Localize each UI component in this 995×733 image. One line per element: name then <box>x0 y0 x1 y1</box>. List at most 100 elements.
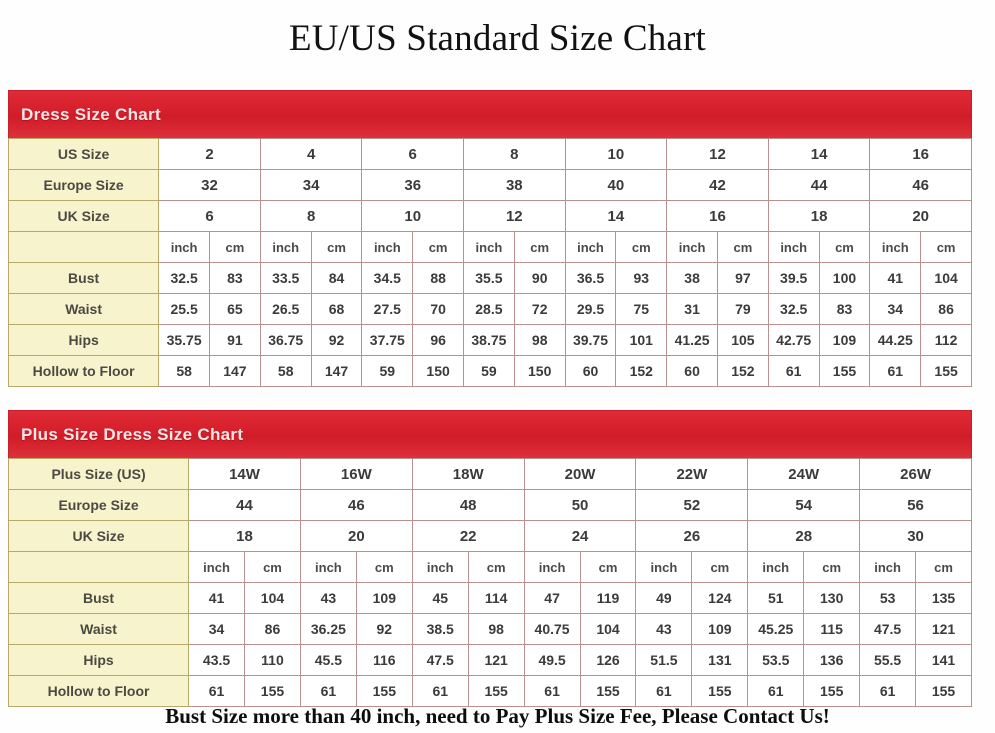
measure-cm: 147 <box>209 355 261 387</box>
measure-cm: 109 <box>691 613 749 645</box>
unit-cm: cm <box>244 551 301 583</box>
measure-cm: 70 <box>412 293 464 325</box>
plus-size-fee-note: Bust Size more than 40 inch, need to Pay… <box>165 704 830 728</box>
size-value: 18 <box>767 200 871 232</box>
measure-cm: 98 <box>513 324 566 356</box>
measure-inch: 28.5 <box>463 293 515 325</box>
measure-cm: 112 <box>920 324 972 356</box>
row-bust: Bust 41 104 43 109 45 114 47 119 49 124 51 130 53 135 <box>7 582 972 614</box>
measure-cm: 131 <box>691 644 749 676</box>
measure-cm: 91 <box>209 324 261 356</box>
unit-inch: inch <box>635 551 693 583</box>
measure-cm: 155 <box>467 675 525 707</box>
unit-inch: inch <box>463 231 515 263</box>
size-value: 22W <box>635 458 749 490</box>
size-value: 14 <box>767 138 871 170</box>
unit-cm: cm <box>803 551 861 583</box>
measure-cm: 155 <box>355 675 413 707</box>
measure-cm: 130 <box>803 582 861 614</box>
measure-cm: 97 <box>716 262 769 294</box>
row-hollow-to-floor: Hollow to Floor 58 147 58 147 59 150 59 150 60 152… <box>7 355 972 387</box>
row-plus-size: Plus Size (US) 14W 16W 18W 20W 22W 24W 26W <box>7 458 972 490</box>
unit-inch: inch <box>869 231 922 263</box>
size-value: 12 <box>666 138 769 170</box>
dress-size-chart-block: Dress Size Chart US Size 2 4 6 8 10 12 14 16 Euro… <box>7 90 972 387</box>
unit-inch: inch <box>259 231 312 263</box>
dress-size-chart-caption: Dress Size Chart <box>8 90 972 138</box>
measure-inch: 61 <box>635 675 693 707</box>
size-value: 8 <box>463 138 566 170</box>
row-uk-size: UK Size 6 8 10 12 14 16 18 20 <box>7 200 972 232</box>
measure-inch: 61 <box>767 355 820 387</box>
size-value: 10 <box>361 200 464 232</box>
row-label: Plus Size (US) <box>7 458 190 490</box>
unit-cm: cm <box>579 551 637 583</box>
measure-cm: 116 <box>355 644 413 676</box>
unit-inch: inch <box>188 551 245 583</box>
measure-cm: 83 <box>209 262 261 294</box>
measure-inch: 39.5 <box>767 262 820 294</box>
measure-cm: 65 <box>209 293 261 325</box>
measure-cm: 136 <box>803 644 861 676</box>
measure-inch: 26.5 <box>259 293 312 325</box>
measure-inch: 61 <box>523 675 581 707</box>
measure-inch: 43.5 <box>188 644 245 676</box>
measure-cm: 155 <box>920 355 972 387</box>
measure-cm: 121 <box>467 644 525 676</box>
measure-inch: 41 <box>188 582 245 614</box>
size-value: 4 <box>259 138 363 170</box>
measure-inch: 60 <box>666 355 718 387</box>
size-value: 28 <box>747 520 861 552</box>
measure-cm: 105 <box>716 324 769 356</box>
row-label: US Size <box>7 138 160 170</box>
row-label: UK Size <box>7 200 160 232</box>
measure-inch: 38.5 <box>411 613 469 645</box>
measure-cm: 96 <box>412 324 464 356</box>
measure-inch: 47 <box>523 582 581 614</box>
unit-cm: cm <box>691 551 749 583</box>
row-label-blank <box>7 231 160 263</box>
measure-inch: 43 <box>635 613 693 645</box>
measure-cm: 98 <box>467 613 525 645</box>
measure-inch: 25.5 <box>158 293 211 325</box>
row-label-blank <box>7 551 190 583</box>
measure-cm: 100 <box>818 262 871 294</box>
page-title: EU/US Standard Size Chart <box>288 18 707 59</box>
row-label: Waist <box>7 293 160 325</box>
size-value: 48 <box>411 489 525 521</box>
caption-label: Dress Size Chart <box>21 104 161 124</box>
measure-cm: 83 <box>818 293 871 325</box>
measure-inch: 45.5 <box>299 644 357 676</box>
measure-cm: 141 <box>915 644 972 676</box>
size-value: 6 <box>158 200 261 232</box>
size-value: 18W <box>411 458 525 490</box>
size-value: 22 <box>411 520 525 552</box>
size-value: 18 <box>188 520 301 552</box>
measure-inch: 34 <box>188 613 245 645</box>
measure-cm: 114 <box>467 582 525 614</box>
unit-cm: cm <box>920 231 972 263</box>
measure-cm: 155 <box>915 675 972 707</box>
measure-inch: 31 <box>666 293 718 325</box>
unit-inch: inch <box>859 551 917 583</box>
size-value: 36 <box>361 169 464 201</box>
size-value: 24W <box>747 458 861 490</box>
row-units: inch cm inch cm inch cm inch cm inch cm inch cm inch… <box>7 231 972 263</box>
size-value: 44 <box>188 489 301 521</box>
dress-size-chart-table: US Size 2 4 6 8 10 12 14 16 Europe Size 32 34 36 38 40… <box>7 138 972 387</box>
unit-cm: cm <box>467 551 525 583</box>
plus-size-chart-block: Plus Size Dress Size Chart Plus Size (US… <box>7 410 972 707</box>
measure-cm: 126 <box>579 644 637 676</box>
unit-cm: cm <box>513 231 566 263</box>
measure-cm: 88 <box>412 262 464 294</box>
size-value: 26W <box>859 458 972 490</box>
measure-cm: 79 <box>716 293 769 325</box>
measure-cm: 92 <box>355 613 413 645</box>
size-value: 14W <box>188 458 301 490</box>
measure-cm: 155 <box>691 675 749 707</box>
size-value: 26 <box>635 520 749 552</box>
measure-inch: 35.5 <box>463 262 515 294</box>
measure-cm: 72 <box>513 293 566 325</box>
measure-inch: 41 <box>869 262 922 294</box>
